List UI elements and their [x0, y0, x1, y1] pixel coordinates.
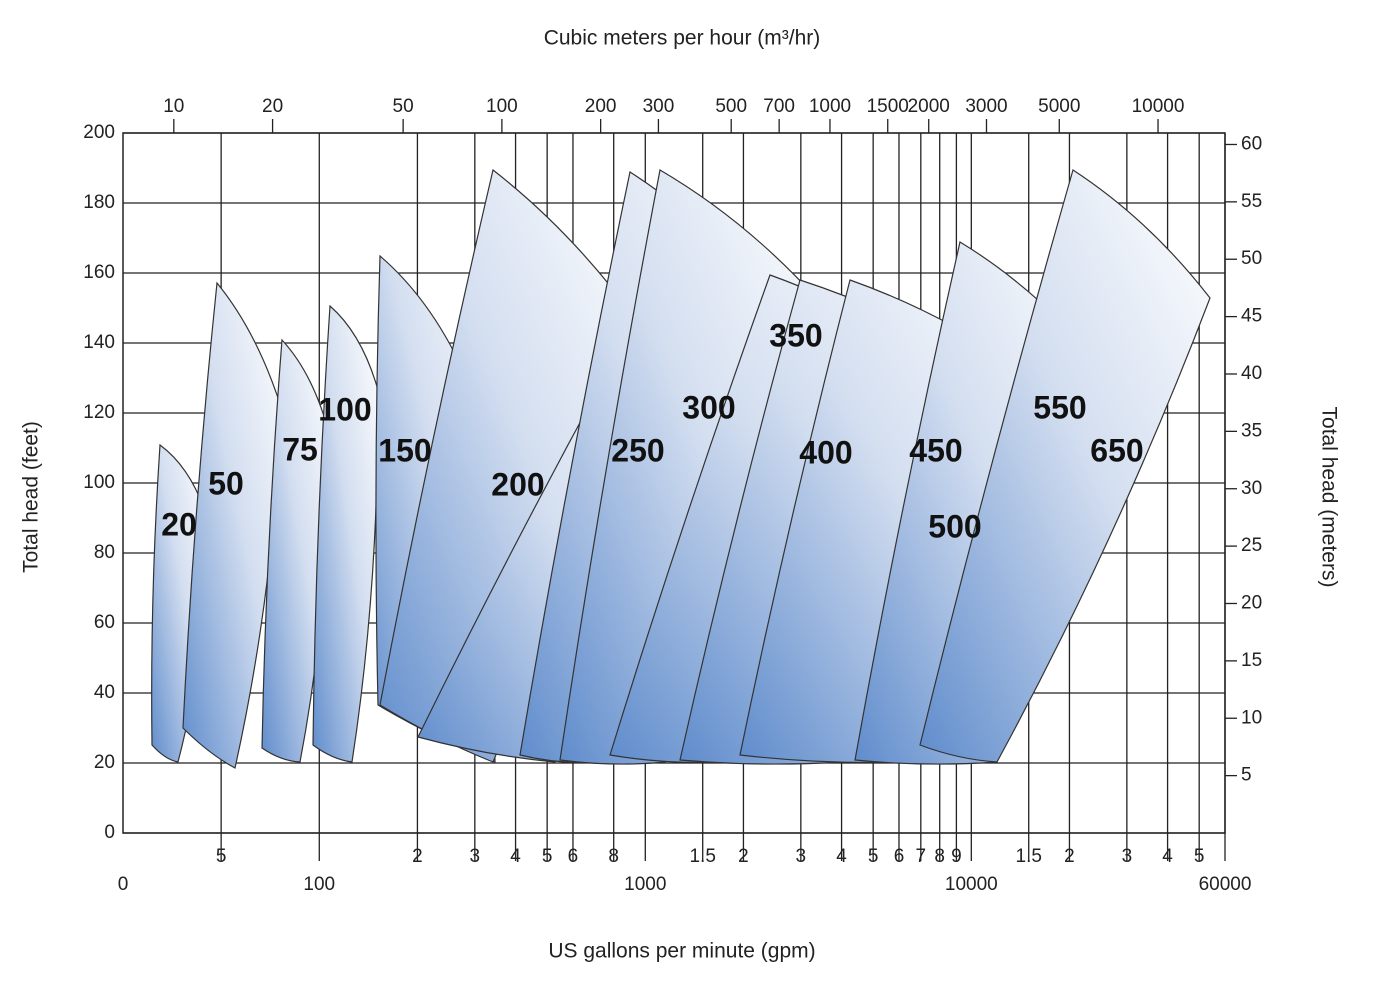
region-label: 250: [611, 432, 664, 468]
region-label: 200: [491, 466, 544, 502]
region-label: 300: [682, 389, 735, 425]
region-label: 150: [378, 432, 431, 468]
region-label: 100: [318, 391, 371, 427]
y-tick-label: 120: [83, 402, 115, 423]
x-tick-label: 3: [470, 846, 481, 867]
y-tick-label: 180: [83, 192, 115, 213]
y2-tick-label: 25: [1241, 535, 1262, 556]
y-tick-label: 40: [94, 682, 115, 703]
region-label: 75: [282, 431, 318, 467]
y2-tick-label: 40: [1241, 363, 1262, 384]
x-tick-label: 6: [894, 846, 905, 867]
x-tick-label: 3: [1122, 846, 1133, 867]
y-tick-label: 20: [94, 752, 115, 773]
plot-frame: [122, 132, 1226, 834]
x2-tick-label: 2000: [908, 96, 950, 117]
x-tick-label: 5: [1194, 846, 1205, 867]
y2-tick-label: 50: [1241, 248, 1262, 269]
y-tick-label: 0: [104, 822, 115, 843]
y-tick-label: 140: [83, 332, 115, 353]
x-tick-label: 2: [412, 846, 423, 867]
x-tick-label: 1000: [624, 874, 666, 895]
region-label: 20: [161, 506, 197, 542]
x2-tick-label: 100: [486, 96, 518, 117]
y2-tick-label: 60: [1241, 133, 1262, 154]
y2-tick-label: 20: [1241, 593, 1262, 614]
x-tick-label: 3: [796, 846, 807, 867]
y2-axis-title: Total head (meters): [1317, 407, 1340, 588]
region-label: 550: [1033, 389, 1086, 425]
y2-tick-label: 10: [1241, 707, 1262, 728]
x-origin-label: 0: [118, 874, 129, 895]
pump-region: [919, 169, 1211, 763]
x-tick-label: 2: [1064, 846, 1075, 867]
region-label: 350: [769, 317, 822, 353]
x2-tick-label: 300: [643, 96, 675, 117]
y-tick-label: 80: [94, 542, 115, 563]
x-axis-title: US gallons per minute (gpm): [548, 940, 815, 963]
x2-tick-label: 3000: [965, 96, 1007, 117]
x-tick-label: 2: [738, 846, 749, 867]
x2-tick-label: 1000: [809, 96, 851, 117]
x-tick-label: 100: [303, 874, 335, 895]
x2-tick-label: 10000: [1132, 96, 1185, 117]
x-tick-label: 4: [1162, 846, 1173, 867]
x-tick-label: 5: [216, 846, 227, 867]
top-axis-title: Cubic meters per hour (m³/hr): [544, 27, 821, 50]
pump-region: [182, 281, 283, 769]
x-tick-label: 8: [934, 846, 945, 867]
x-tick-label: 6: [568, 846, 579, 867]
x2-tick-label: 500: [715, 96, 747, 117]
x-tick-label: 9: [951, 846, 962, 867]
y-tick-label: 200: [83, 122, 115, 143]
x-tick-label: 1.5: [1016, 846, 1042, 867]
y-tick-label: 160: [83, 262, 115, 283]
y2-tick-label: 15: [1241, 650, 1262, 671]
region-label: 400: [799, 434, 852, 470]
x-tick-label: 5: [868, 846, 879, 867]
x-tick-label: 5: [542, 846, 553, 867]
y2-tick-label: 55: [1241, 191, 1262, 212]
y-tick-label: 100: [83, 472, 115, 493]
x2-tick-label: 200: [585, 96, 617, 117]
x2-tick-label: 5000: [1038, 96, 1080, 117]
y-axis-title: Total head (feet): [20, 421, 43, 573]
y2-tick-label: 30: [1241, 478, 1262, 499]
x2-tick-label: 20: [262, 96, 283, 117]
x-tick-label: 8: [608, 846, 619, 867]
x-tick-label: 4: [510, 846, 521, 867]
region-label: 50: [208, 465, 244, 501]
pump-region: [312, 304, 379, 763]
x-tick-label: 1.5: [689, 846, 715, 867]
x2-tick-label: 10: [163, 96, 184, 117]
x-tick-label: 7: [916, 846, 927, 867]
x2-tick-label: 1500: [867, 96, 909, 117]
y2-tick-label: 35: [1241, 420, 1262, 441]
y2-tick-label: 5: [1241, 765, 1252, 786]
x-tick-label: 10000: [945, 874, 998, 895]
x-tick-label: 4: [836, 846, 847, 867]
x2-tick-label: 700: [763, 96, 795, 117]
x2-tick-label: 50: [393, 96, 414, 117]
y2-tick-label: 45: [1241, 306, 1262, 327]
y-tick-label: 60: [94, 612, 115, 633]
region-label: 500: [928, 508, 981, 544]
region-label: 650: [1090, 432, 1143, 468]
x-tick-label: 60000: [1199, 874, 1252, 895]
region-label: 450: [909, 432, 962, 468]
